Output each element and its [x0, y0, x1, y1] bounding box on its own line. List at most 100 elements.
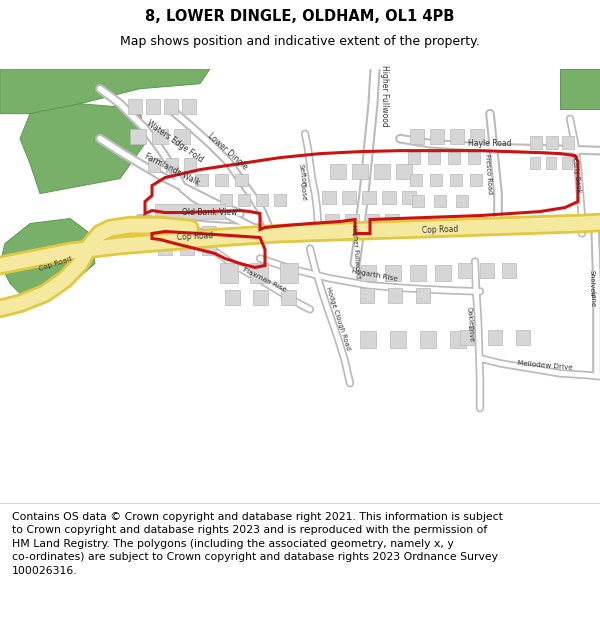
Polygon shape — [434, 194, 446, 206]
Polygon shape — [435, 266, 451, 281]
Polygon shape — [345, 214, 359, 226]
Polygon shape — [562, 136, 574, 149]
Text: Higher Fullwood: Higher Fullwood — [351, 224, 361, 278]
Text: Higher Fullwood: Higher Fullwood — [380, 65, 389, 127]
Text: Drive: Drive — [466, 324, 474, 342]
Polygon shape — [182, 99, 196, 114]
Polygon shape — [408, 152, 420, 164]
Text: Flaxman Rise: Flaxman Rise — [242, 266, 288, 292]
Polygon shape — [280, 264, 298, 284]
Text: Map shows position and indicative extent of the property.: Map shows position and indicative extent… — [120, 35, 480, 48]
Polygon shape — [410, 266, 426, 281]
Polygon shape — [420, 331, 436, 348]
Polygon shape — [158, 244, 172, 256]
Polygon shape — [470, 174, 482, 186]
Polygon shape — [164, 99, 178, 114]
Polygon shape — [560, 69, 600, 109]
Polygon shape — [450, 129, 464, 144]
Text: Lower Dingle: Lower Dingle — [206, 131, 250, 172]
Polygon shape — [416, 288, 430, 303]
Polygon shape — [382, 191, 396, 204]
Text: 8, LOWER DINGLE, OLDHAM, OL1 4PB: 8, LOWER DINGLE, OLDHAM, OL1 4PB — [145, 9, 455, 24]
Polygon shape — [148, 158, 160, 172]
Text: Contains OS data © Crown copyright and database right 2021. This information is : Contains OS data © Crown copyright and d… — [12, 512, 503, 576]
Polygon shape — [388, 288, 402, 303]
Polygon shape — [215, 174, 228, 186]
Polygon shape — [281, 291, 296, 306]
Polygon shape — [352, 164, 368, 179]
Polygon shape — [325, 214, 339, 226]
Polygon shape — [180, 244, 194, 256]
Polygon shape — [488, 331, 502, 346]
Polygon shape — [448, 152, 460, 164]
Polygon shape — [342, 191, 356, 204]
Polygon shape — [460, 331, 474, 346]
Polygon shape — [322, 191, 336, 204]
Polygon shape — [516, 331, 530, 346]
Text: Cop Road: Cop Road — [38, 256, 72, 272]
Polygon shape — [225, 291, 240, 306]
Polygon shape — [362, 191, 376, 204]
Polygon shape — [546, 157, 556, 169]
Polygon shape — [530, 136, 542, 149]
Polygon shape — [562, 157, 572, 169]
Text: Mellodew Drive: Mellodew Drive — [517, 360, 573, 371]
Polygon shape — [184, 158, 196, 172]
Polygon shape — [158, 226, 172, 239]
Polygon shape — [450, 174, 462, 186]
Polygon shape — [430, 129, 444, 144]
Polygon shape — [468, 152, 480, 164]
Polygon shape — [235, 174, 248, 186]
Text: Sholven: Sholven — [589, 270, 595, 297]
Text: Hayle Road: Hayle Road — [468, 139, 512, 148]
Polygon shape — [130, 129, 146, 144]
Text: Sefton: Sefton — [298, 164, 307, 188]
Polygon shape — [410, 129, 424, 144]
Text: Hogarth Rise: Hogarth Rise — [352, 269, 398, 282]
Polygon shape — [155, 204, 225, 219]
Polygon shape — [480, 264, 494, 279]
Polygon shape — [374, 164, 390, 179]
Polygon shape — [0, 219, 95, 293]
Text: Cop Road: Cop Road — [176, 231, 214, 242]
Polygon shape — [274, 194, 286, 206]
Polygon shape — [146, 99, 160, 114]
Polygon shape — [238, 194, 250, 206]
Polygon shape — [20, 104, 145, 194]
Polygon shape — [250, 264, 268, 284]
Polygon shape — [202, 226, 216, 239]
Polygon shape — [385, 266, 401, 281]
Text: Waters Edge Fold: Waters Edge Fold — [145, 119, 205, 164]
Polygon shape — [0, 69, 210, 114]
Text: Old Bank View: Old Bank View — [182, 208, 238, 217]
Polygon shape — [450, 331, 466, 348]
Text: Close: Close — [299, 181, 307, 202]
Polygon shape — [470, 129, 484, 144]
Text: Oakley: Oakley — [466, 307, 474, 330]
Polygon shape — [458, 264, 472, 279]
Polygon shape — [385, 214, 399, 226]
Polygon shape — [330, 164, 346, 179]
Polygon shape — [202, 244, 216, 256]
Polygon shape — [360, 288, 374, 303]
Polygon shape — [456, 194, 468, 206]
Polygon shape — [152, 129, 168, 144]
Polygon shape — [428, 152, 440, 164]
Text: Lane: Lane — [589, 291, 595, 308]
Polygon shape — [220, 194, 232, 206]
Polygon shape — [174, 129, 190, 144]
Polygon shape — [166, 158, 178, 172]
Text: Cop Road: Cop Road — [422, 224, 458, 234]
Text: Hodge Clough Road: Hodge Clough Road — [325, 286, 351, 351]
Polygon shape — [220, 264, 238, 284]
Polygon shape — [195, 174, 208, 186]
Polygon shape — [253, 291, 268, 306]
Polygon shape — [360, 331, 376, 348]
Text: Pearly Bank: Pearly Bank — [571, 154, 581, 194]
Polygon shape — [430, 174, 442, 186]
Polygon shape — [412, 194, 424, 206]
Text: Fresco Road: Fresco Road — [484, 153, 493, 194]
Text: Farmlands Walk: Farmlands Walk — [143, 152, 201, 188]
Polygon shape — [402, 191, 416, 204]
Polygon shape — [390, 331, 406, 348]
